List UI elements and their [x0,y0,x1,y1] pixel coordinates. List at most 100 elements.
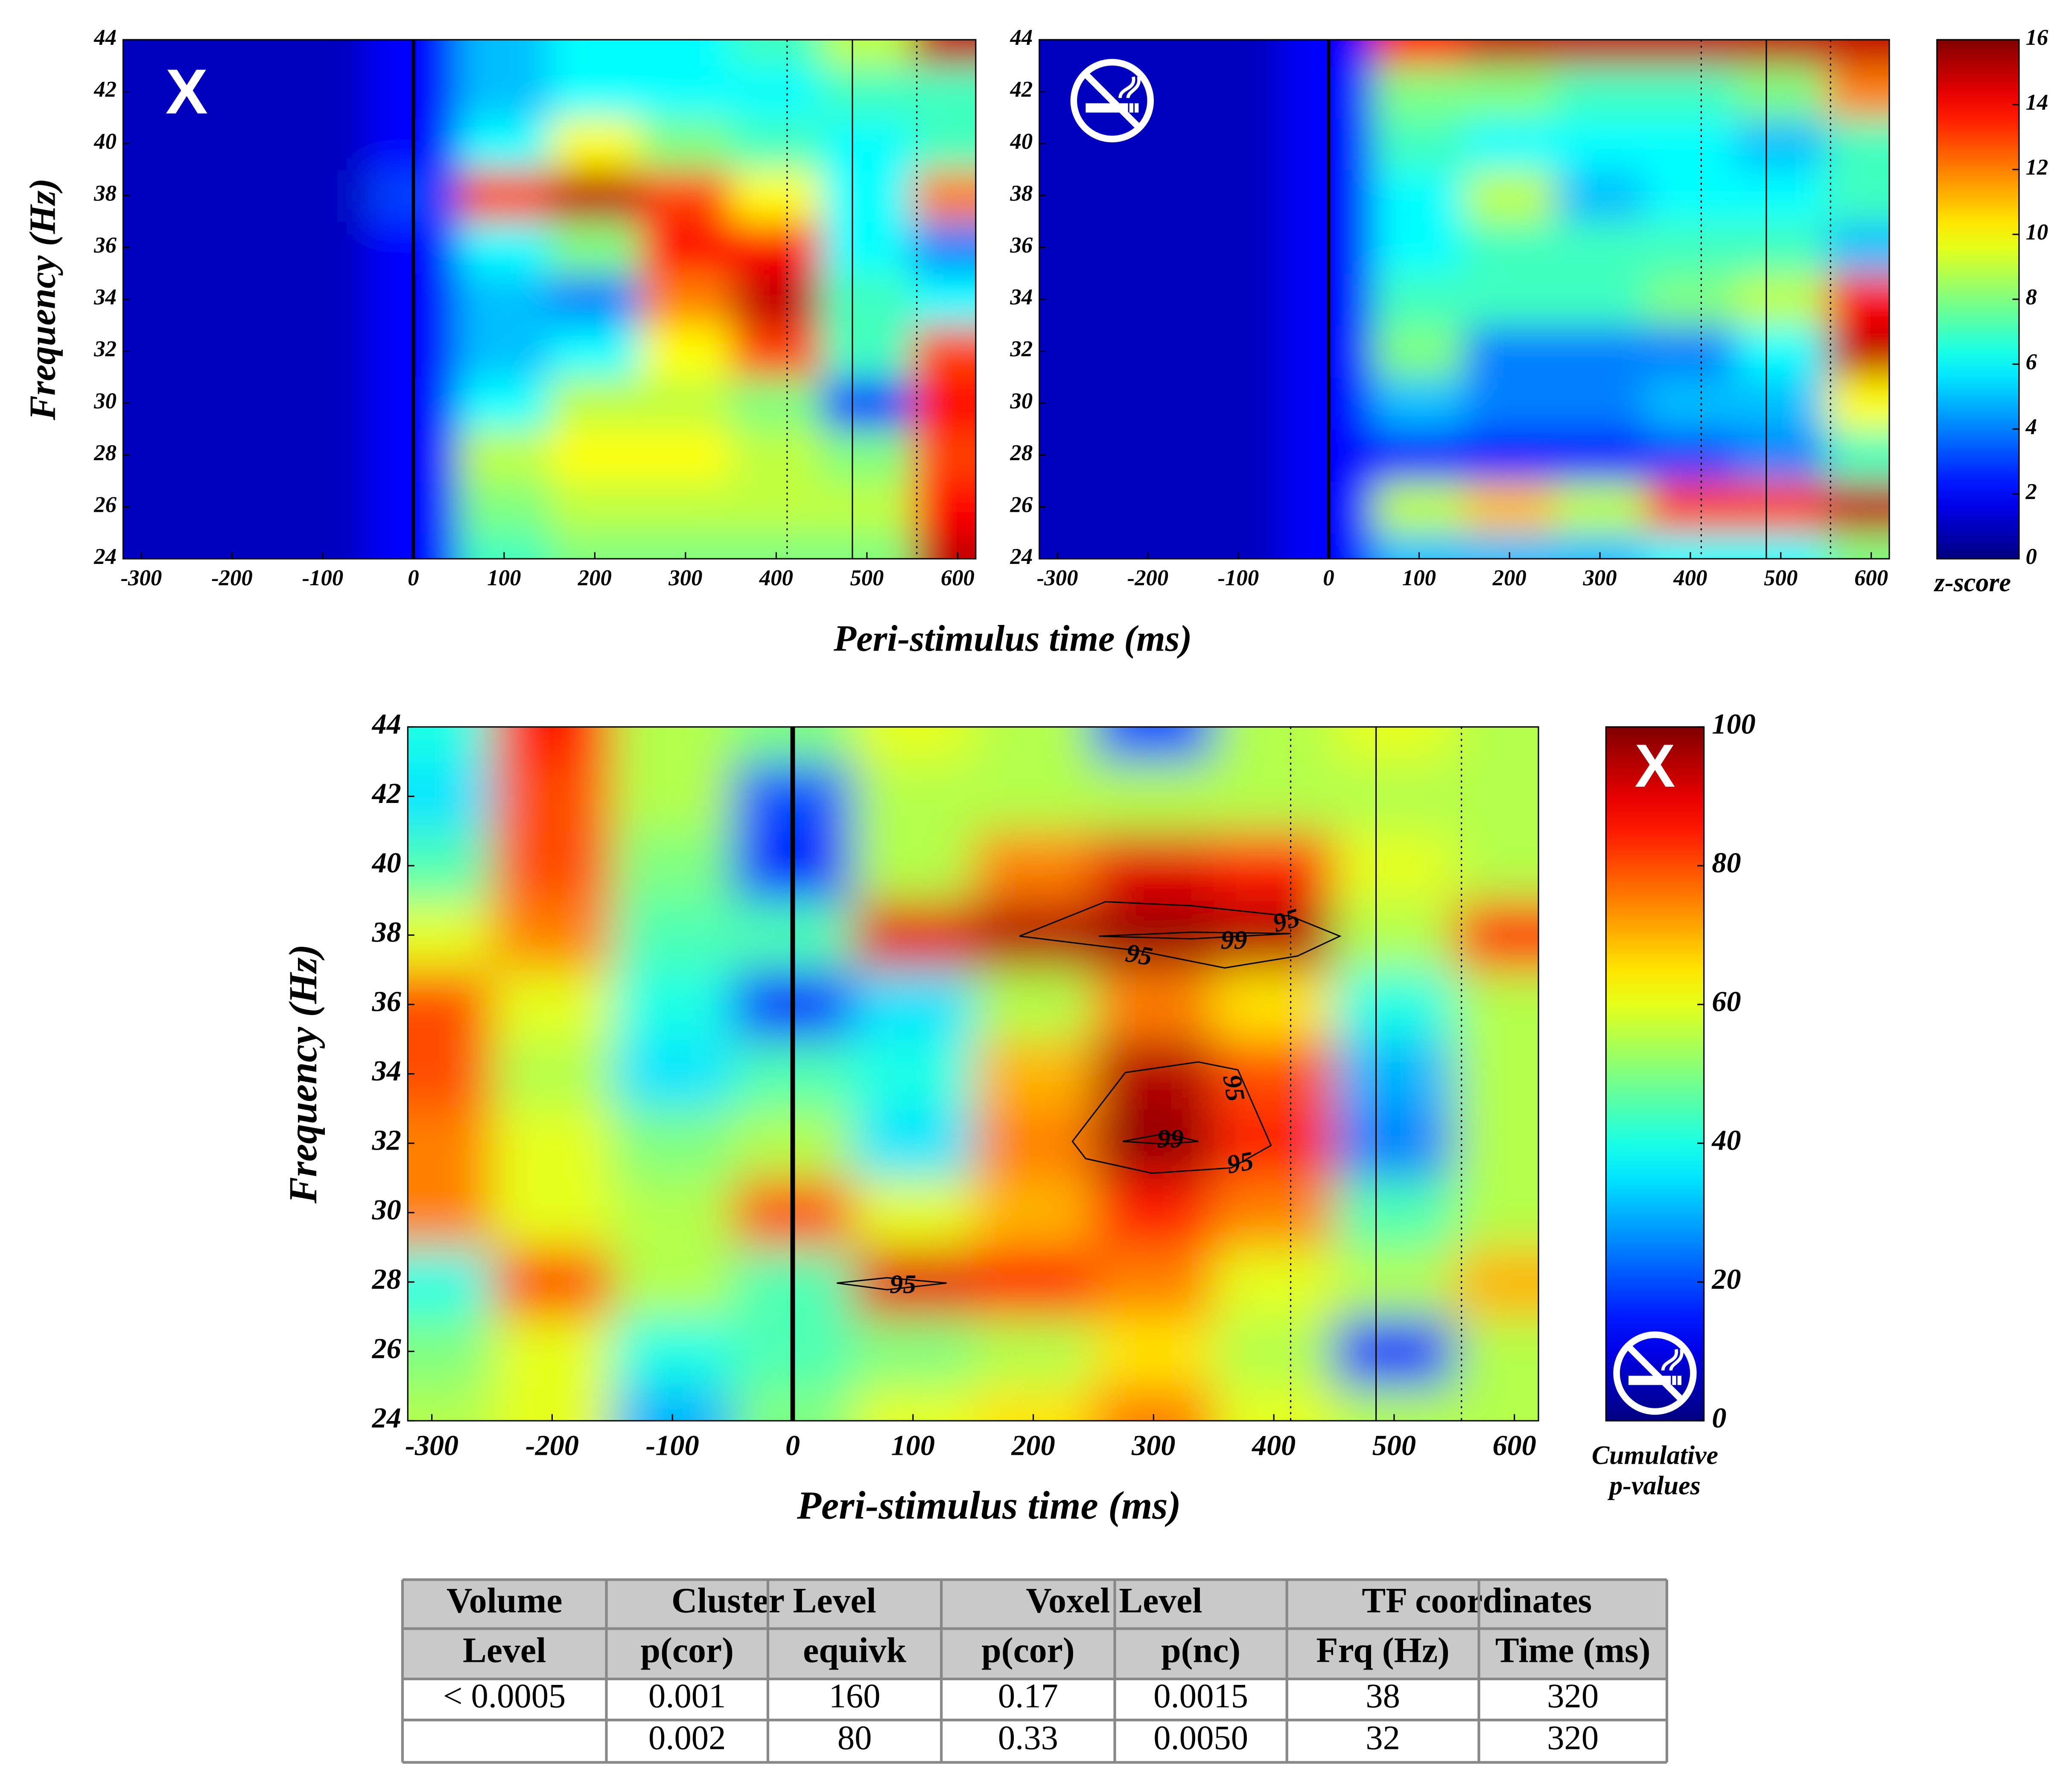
x-tick-label: 500 [1372,1429,1416,1462]
y-tick-label: 42 [371,777,401,809]
heatmap-cell [1645,117,1736,170]
x-tick-label: 300 [1131,1429,1175,1462]
heatmap-cell [408,969,493,1040]
heatmap-cell [1555,325,1646,378]
heatmap-cell [1374,40,1465,67]
heatmap-cell [1093,1039,1214,1109]
heatmap-cell [1103,40,1194,67]
heatmap-cell [123,221,187,274]
heatmap-cell [277,377,369,430]
heatmap-cell [458,481,550,534]
heatmap-cell [612,1247,733,1317]
x-tick-label: 400 [1673,566,1707,590]
heatmap-cell [1555,65,1646,118]
heatmap-panel: -300 -200 -100 0 100 200 300 400 500 600 24 26 28 30 3… [22,25,1192,659]
heatmap-cell [640,325,732,378]
x-tick-label: -300 [405,1429,458,1462]
heatmap-cell [1735,169,1827,222]
table-header: p(nc) [1161,1630,1240,1670]
heatmap-cell [1374,429,1465,482]
heatmap-cell [852,1039,974,1109]
heatmap-cell [640,377,732,430]
table-header: equivk [803,1630,906,1670]
heatmap-cell [549,221,641,274]
heatmap-cell [1555,40,1646,67]
heatmap-cell [1093,1247,1214,1317]
heatmap-cell [1193,273,1284,326]
colorbar-tick-label: 14 [2025,90,2048,115]
y-tick-label: 44 [1010,25,1033,50]
heatmap-cell [640,481,732,534]
heatmap-cell [1735,481,1827,534]
y-tick-label: 36 [372,985,402,1018]
contour-line [837,1277,947,1290]
heatmap-cell [1214,900,1335,971]
heatmap-cell [1193,429,1284,482]
y-tick-label: 32 [93,337,117,362]
y-tick-label: 34 [1010,285,1033,309]
heatmap-cell [1454,1317,1539,1387]
x-tick-label: 600 [1854,566,1888,590]
heatmap-cell [1645,429,1736,482]
x-tick-label: 300 [668,566,702,590]
heatmap-cell [458,325,550,378]
y-tick-label: 42 [93,77,117,102]
heatmap-cell [1093,727,1214,762]
heatmap-cell [187,221,278,274]
heatmap-cell [549,169,641,222]
heatmap-cell [549,377,641,430]
heatmap-cell [731,377,823,430]
heatmap-cell [1555,221,1646,274]
heatmap-cell [612,831,733,901]
heatmap-cell [1735,65,1827,118]
colorbar-tick-label: 60 [1712,985,1741,1018]
heatmap-cell [612,900,733,971]
heatmap-cell [612,969,733,1040]
heatmap-cell [1334,969,1455,1040]
y-tick-label: 32 [1010,337,1033,362]
table-cell: 0.0015 [1153,1677,1248,1715]
heatmap-cell [1464,273,1555,326]
table-cell: 160 [829,1677,881,1715]
heatmap-cell [408,1039,493,1109]
heatmap-cell [821,117,913,170]
heatmap-cell [1093,831,1214,901]
heatmap-cell [277,40,369,67]
heatmap-cell [612,762,733,832]
heatmap-cell [277,117,369,170]
heatmap-cell [821,65,913,118]
table-cell: 0.001 [648,1677,726,1715]
heatmap-cell [912,40,976,67]
heatmap-cell [640,273,732,326]
heatmap-cell [1645,169,1736,222]
heatmap-cell [912,65,976,118]
y-tick-label: 38 [1010,181,1033,206]
heatmap-cell [1645,481,1736,534]
heatmap-cell [123,273,187,326]
heatmap-cell [973,900,1094,971]
heatmap-cell [1555,429,1646,482]
heatmap-cell [1334,727,1455,762]
heatmap-cell [1454,1247,1539,1317]
x-tick-label: 0 [785,1429,800,1462]
heatmap-cell [492,762,613,832]
heatmap-cell [1645,40,1736,67]
heatmap-cell [852,831,974,901]
heatmap-cell [821,40,913,67]
x-tick-label: 100 [1402,566,1436,590]
contour-label: 99 [1221,926,1247,955]
heatmap-cell [123,377,187,430]
heatmap-cell [1334,900,1455,971]
heatmap-cell [973,1178,1094,1248]
table-cell: 0.002 [648,1719,726,1757]
heatmap-cell [1735,273,1827,326]
heatmap-cell [1645,221,1736,274]
heatmap-cell [1645,65,1736,118]
table-header: Time (ms) [1495,1630,1651,1670]
y-tick-label: 32 [372,1124,401,1156]
heatmap-cell [1454,900,1539,971]
contour-line [1099,931,1291,940]
heatmap-cell [1039,533,1103,559]
heatmap-cell [123,481,187,534]
heatmap-cell [1735,429,1827,482]
